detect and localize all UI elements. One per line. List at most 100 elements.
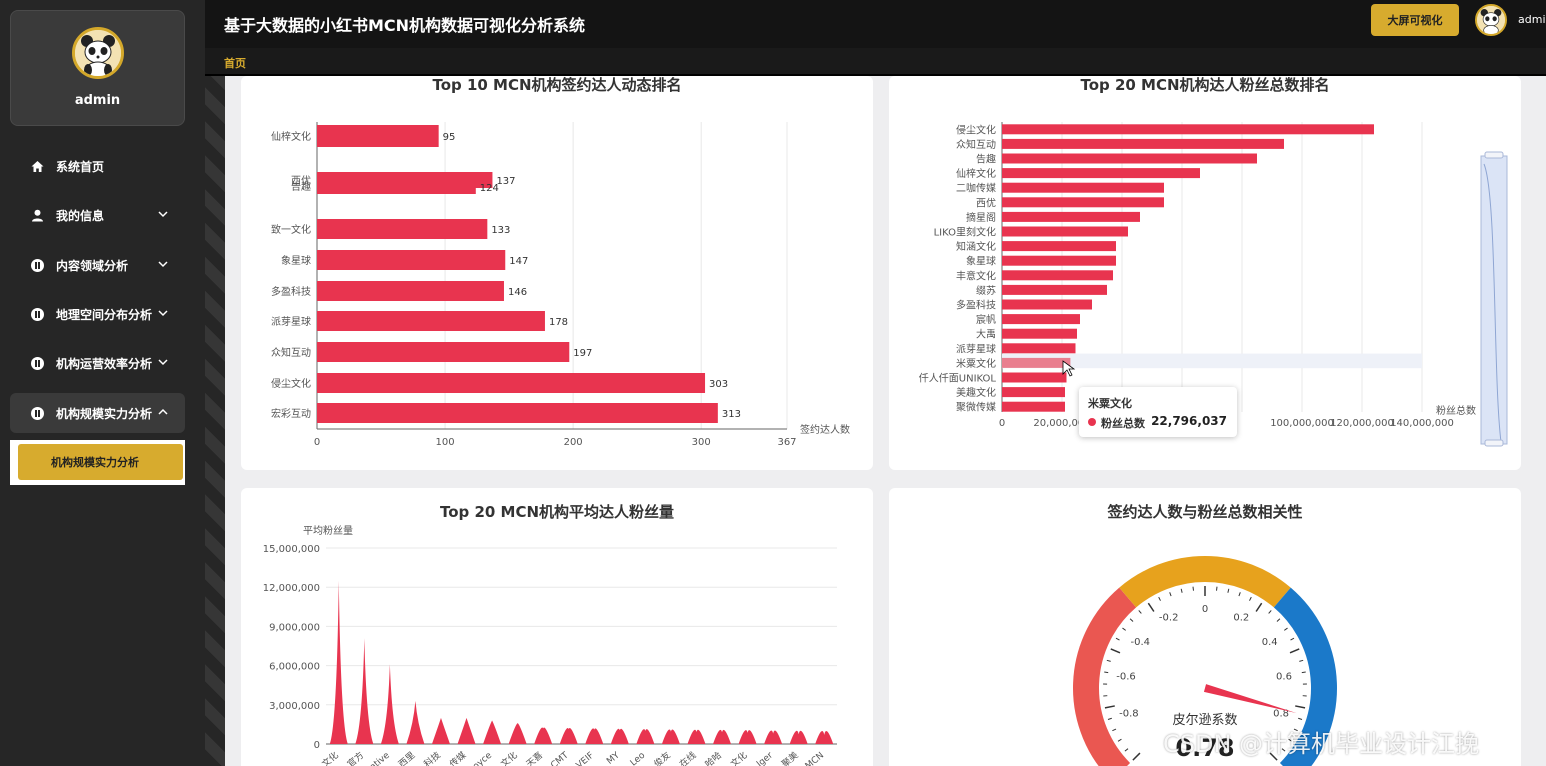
bar [1002,343,1076,354]
category-label: 仙梓文化 [956,167,996,180]
bar [610,728,629,744]
category-label: 告趣 [976,153,996,166]
chevron-down-icon [158,211,168,218]
header-avatar[interactable] [1475,4,1507,36]
chart-title: Top 10 MCN机构签约达人动态排名 [432,76,682,94]
x-tick-label: 0 [314,437,320,448]
gauge-tick [1124,748,1129,752]
gauge-tick [1268,610,1272,614]
category-label: 多盈科技 [271,285,311,298]
category-label: 西优 [976,196,996,209]
user-icon [30,208,44,222]
sidebar-subitem-scale[interactable]: 机构规模实力分析 [18,444,183,480]
bar [585,728,604,744]
bar [457,717,476,744]
gauge-tick-label: -0.4 [1131,637,1151,648]
bar [317,373,706,393]
gauge-tick [1301,671,1306,674]
gauge-tick [1129,618,1134,622]
gauge-tick [1276,618,1281,622]
sidebar-item-geo[interactable]: 地理空间分布分析 [10,294,185,334]
x-tick-label: oyce [471,750,494,766]
gauge-tick-label: -0.8 [1119,709,1139,720]
bar [1002,153,1257,164]
y-tick-label: 3,000,000 [269,701,320,712]
category-label: 大禹 [976,328,996,341]
data-label: 147 [509,256,528,267]
x-tick-label: 20,000,000 [1033,418,1090,429]
zoom-slider-trend [1483,163,1502,443]
x-tick-label: 科技 [421,749,443,766]
bar [559,727,578,744]
gauge-pointer [1203,684,1297,714]
bar [789,730,808,744]
gauge-tick-label: -0.6 [1116,671,1136,682]
header-username[interactable]: admi [1518,13,1546,26]
x-tick-label: 0 [999,418,1005,429]
gauge-tick [1293,728,1298,732]
gauge-tick [1289,648,1300,654]
pause-circle-icon [30,307,44,321]
sidebar-item-content-domain[interactable]: 内容领域分析 [10,245,185,285]
x-tick-label: 聚美 [779,749,801,766]
bar [1002,328,1077,339]
chart-title: Top 20 MCN机构达人粉丝总数排名 [1080,76,1330,94]
gauge-tick [1281,748,1286,752]
chart-card-top10-signed: Top 10 MCN机构签约达人动态排名 仙梓文化 95 西优 137 告趣 124 致一文… [241,76,873,470]
category-label: 致一文化 [271,223,311,236]
y-axis-label: 平均粉丝量 [303,524,353,537]
bar [317,250,506,270]
data-label: 303 [709,379,728,390]
bar [1002,401,1065,412]
gauge-tick-label: -0.2 [1159,613,1179,624]
chart-avg-fans: 平均粉丝量 15,000,000 12,000,000 9,000,000 6,000,… [263,524,837,766]
x-tick-label: 文化 [728,749,750,766]
gauge-tick [1138,610,1142,614]
bigscreen-button[interactable]: 大屏可视化 [1371,4,1459,36]
bar [1002,241,1116,252]
avatar[interactable] [72,27,124,79]
bar [815,731,834,744]
sidebar-item-efficiency[interactable]: 机构运营效率分析 [10,343,185,383]
data-label: 313 [722,409,741,420]
pause-circle-icon [30,258,44,272]
sidebar-item-profile[interactable]: 我的信息 [10,195,185,235]
gauge-tick [1180,588,1183,593]
top-bar: 基于大数据的小红书MCN机构数据可视化分析系统 大屏可视化 admi [205,0,1546,48]
x-tick-label: lger [755,750,775,766]
category-label: 宸帆 [976,313,996,326]
chevron-down-icon [158,359,168,366]
pointer-cursor-icon [1062,360,1076,377]
bar [355,638,374,744]
x-tick-label: 300 [692,437,711,448]
sidebar-item-scale[interactable]: 机构规模实力分析 [10,393,185,433]
bar [1002,138,1284,149]
category-label: 二咖传媒 [956,183,996,195]
gauge-tick [1107,717,1112,720]
bar [1002,284,1107,295]
category-label: 摘星阁 [966,211,996,224]
category-label: 告趣 [291,180,311,193]
tooltip-title: 米粟文化 [1088,397,1132,410]
gauge-tick [1117,738,1122,742]
x-tick-label: 天喜 [524,749,546,766]
gauge-tick-label: 0.2 [1233,613,1249,624]
gauge-tick [1283,627,1288,631]
bar [508,723,527,744]
bar [1002,182,1164,193]
sidebar-item-label: 系统首页 [56,159,105,174]
category-label: 派芽星球 [956,342,996,355]
bar [483,720,502,744]
gauge-label: 皮尔逊系数 [1172,713,1237,728]
chart-title: 签约达人数与粉丝总数相关性 [1107,503,1303,521]
x-tick-label: 367 [777,437,796,448]
breadcrumb[interactable]: 首页 [224,57,246,70]
sidebar-item-home[interactable]: 系统首页 [10,146,185,186]
category-label: 仟人仟面UNIKOL [919,372,997,385]
category-label: 聚微传媒 [956,401,996,414]
gauge-tick [1298,717,1303,720]
category-label: 侵尘文化 [956,123,996,136]
x-tick-label: 120,000,000 [1330,418,1394,429]
x-tick-label: 200 [564,437,583,448]
